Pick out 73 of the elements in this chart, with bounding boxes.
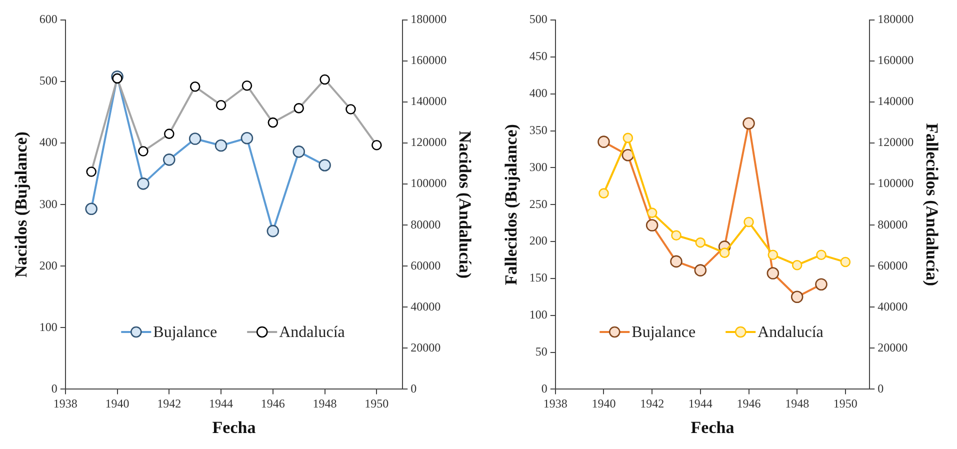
x-tick-label: 1946 bbox=[260, 396, 285, 411]
y2-axis-title: Nacidos (Andalucía) bbox=[455, 130, 474, 279]
x-tick-label: 1944 bbox=[688, 396, 712, 411]
x-axis-title: Fecha bbox=[212, 418, 256, 438]
y2-tick-label: 60000 bbox=[878, 258, 908, 272]
y-tick-label: 50 bbox=[535, 344, 548, 358]
y-tick-label: 400 bbox=[39, 135, 58, 150]
point bbox=[744, 216, 754, 228]
y2-axis-title: Fallecidos (Andalucía) bbox=[922, 123, 942, 286]
y-tick-label: 350 bbox=[529, 122, 548, 137]
y2-tick-label: 120000 bbox=[878, 135, 914, 150]
y-tick-label: 0 bbox=[51, 381, 58, 396]
legend-label: Bujalance bbox=[632, 324, 696, 342]
y-axis-title: Nacidos (Bujalance) bbox=[12, 132, 31, 278]
point bbox=[646, 208, 658, 218]
x-tick-label: 1948 bbox=[785, 396, 810, 411]
point bbox=[840, 256, 851, 268]
x-tick-label: 1950 bbox=[833, 396, 858, 411]
y2-tick-label: 100000 bbox=[410, 176, 447, 190]
x-tick-label: 1938 bbox=[543, 396, 568, 411]
x-tick-label: 1940 bbox=[105, 396, 130, 411]
point bbox=[719, 248, 730, 258]
point bbox=[792, 260, 802, 270]
y-tick-label: 250 bbox=[529, 196, 548, 211]
x-axis-title: Fecha bbox=[690, 418, 735, 438]
y-tick-label: 100 bbox=[39, 320, 58, 334]
y2-tick-label: 120000 bbox=[410, 135, 447, 150]
y-tick-label: 300 bbox=[39, 196, 58, 211]
y-tick-label: 150 bbox=[529, 270, 548, 285]
y2-tick-label: 160000 bbox=[410, 53, 447, 68]
legend-label: Bujalance bbox=[153, 324, 218, 342]
y-axis-title: Fallecidos (Bujalance) bbox=[502, 124, 521, 286]
point bbox=[622, 132, 634, 144]
x-tick-label: 1948 bbox=[312, 396, 337, 411]
y-tick-label: 300 bbox=[529, 160, 548, 174]
legend-label: Andalucía bbox=[758, 324, 824, 342]
x-tick-label: 1944 bbox=[209, 396, 234, 411]
y2-tick-label: 180000 bbox=[878, 12, 914, 26]
y2-tick-label: 40000 bbox=[410, 299, 441, 314]
point bbox=[695, 237, 706, 248]
y2-tick-label: 20000 bbox=[410, 340, 441, 354]
x-tick-label: 1942 bbox=[157, 396, 182, 411]
y2-tick-label: 180000 bbox=[410, 12, 447, 26]
y2-tick-label: 60000 bbox=[410, 258, 441, 272]
point bbox=[816, 250, 826, 260]
y-tick-label: 100 bbox=[529, 308, 548, 322]
x-tick-label: 1938 bbox=[53, 396, 78, 411]
y2-tick-label: 20000 bbox=[878, 340, 908, 354]
point bbox=[598, 188, 609, 198]
y-tick-label: 200 bbox=[39, 258, 58, 272]
y2-tick-label: 160000 bbox=[878, 53, 914, 68]
x-tick-label: 1946 bbox=[736, 396, 761, 411]
y2-tick-label: 80000 bbox=[878, 217, 908, 232]
y-tick-label: 200 bbox=[529, 234, 548, 248]
y-tick-label: 0 bbox=[541, 381, 548, 396]
y-tick-label: 450 bbox=[529, 49, 548, 64]
point bbox=[768, 250, 778, 260]
y2-tick-label: 0 bbox=[410, 381, 417, 396]
y-tick-label: 600 bbox=[39, 12, 58, 26]
y-tick-label: 400 bbox=[529, 86, 548, 100]
y2-tick-label: 80000 bbox=[410, 217, 441, 232]
point bbox=[671, 230, 682, 241]
y2-tick-label: 140000 bbox=[878, 94, 914, 108]
y-tick-label: 500 bbox=[39, 74, 58, 88]
y-tick-label: 500 bbox=[529, 12, 548, 26]
y2-tick-label: 40000 bbox=[878, 299, 908, 314]
x-tick-label: 1950 bbox=[364, 396, 389, 411]
y2-tick-label: 140000 bbox=[410, 94, 447, 108]
x-tick-label: 1942 bbox=[640, 396, 664, 411]
x-tick-label: 1940 bbox=[592, 396, 616, 411]
y2-tick-label: 0 bbox=[878, 381, 884, 396]
legend-label: Andalucía bbox=[279, 324, 345, 342]
y2-tick-label: 100000 bbox=[878, 176, 914, 190]
